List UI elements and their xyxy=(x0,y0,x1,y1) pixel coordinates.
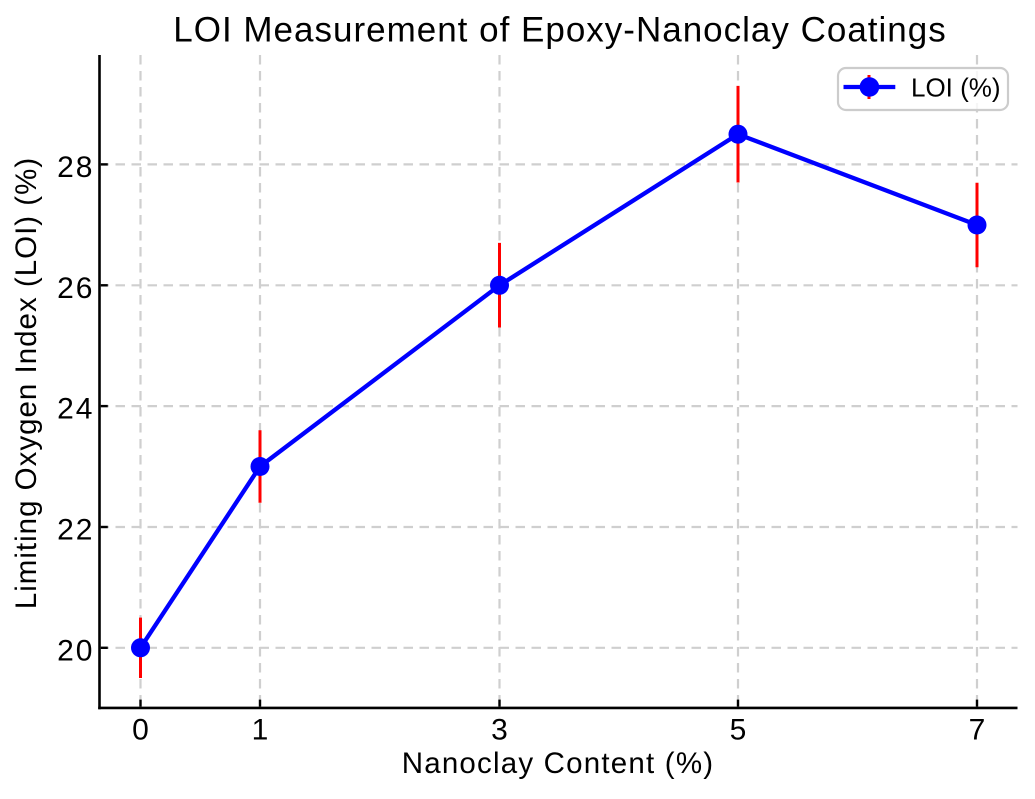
svg-text:1: 1 xyxy=(252,713,269,746)
svg-text:22: 22 xyxy=(57,514,94,547)
svg-text:Limiting Oxygen Index (LOI) (%: Limiting Oxygen Index (LOI) (%) xyxy=(10,157,43,609)
svg-text:24: 24 xyxy=(57,393,94,426)
svg-text:LOI (%): LOI (%) xyxy=(911,73,1001,103)
svg-text:7: 7 xyxy=(969,713,986,746)
svg-text:5: 5 xyxy=(730,713,747,746)
svg-text:LOI Measurement of Epoxy-Nanoc: LOI Measurement of Epoxy-Nanoclay Coatin… xyxy=(173,11,946,50)
svg-text:28: 28 xyxy=(57,151,94,184)
svg-text:0: 0 xyxy=(132,713,149,746)
svg-text:20: 20 xyxy=(57,634,94,667)
svg-text:26: 26 xyxy=(57,272,94,305)
svg-text:3: 3 xyxy=(491,713,508,746)
svg-text:Nanoclay Content (%): Nanoclay Content (%) xyxy=(402,747,715,780)
